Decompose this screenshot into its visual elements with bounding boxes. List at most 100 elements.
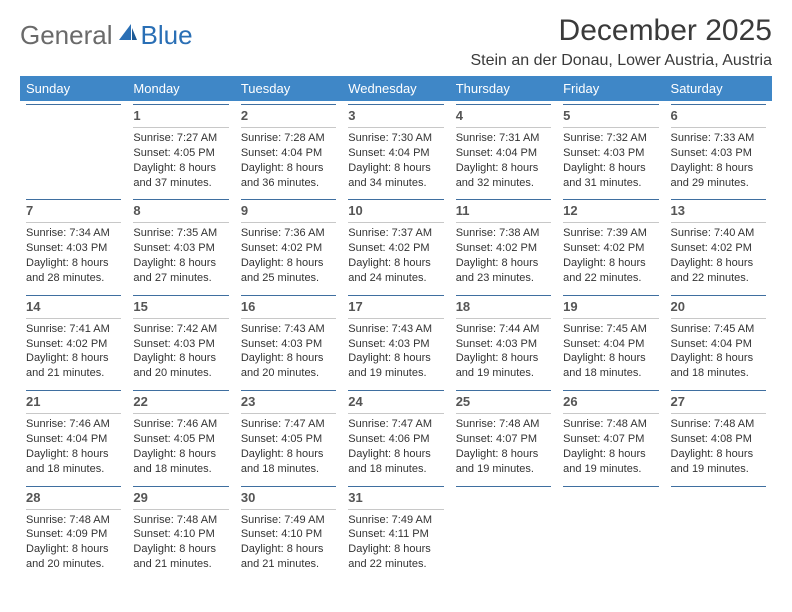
day-detail: Sunrise: 7:43 AMSunset: 4:03 PMDaylight:… (348, 322, 443, 381)
day-detail: Sunrise: 7:31 AMSunset: 4:04 PMDaylight:… (456, 131, 551, 190)
day-number: 5 (563, 108, 570, 123)
day-number: 15 (133, 299, 147, 314)
day-number: 4 (456, 108, 463, 123)
calendar-week-row: 28 Sunrise: 7:48 AMSunset: 4:09 PMDayligh… (20, 483, 772, 578)
day-number: 6 (671, 108, 678, 123)
calendar-table: SundayMondayTuesdayWednesdayThursdayFrid… (20, 76, 772, 578)
day-number: 19 (563, 299, 577, 314)
calendar-cell: 17 Sunrise: 7:43 AMSunset: 4:03 PMDayligh… (342, 292, 449, 387)
calendar-cell: 26 Sunrise: 7:48 AMSunset: 4:07 PMDayligh… (557, 387, 664, 482)
day-number: 29 (133, 490, 147, 505)
day-detail: Sunrise: 7:49 AMSunset: 4:10 PMDaylight:… (241, 513, 336, 572)
day-number: 18 (456, 299, 470, 314)
weekday-header: Saturday (665, 76, 772, 101)
logo: General Blue (20, 20, 193, 51)
day-detail: Sunrise: 7:35 AMSunset: 4:03 PMDaylight:… (133, 226, 228, 285)
day-number: 12 (563, 203, 577, 218)
day-detail: Sunrise: 7:36 AMSunset: 4:02 PMDaylight:… (241, 226, 336, 285)
day-number: 25 (456, 394, 470, 409)
calendar-cell: 7 Sunrise: 7:34 AMSunset: 4:03 PMDaylight… (20, 196, 127, 291)
calendar-cell: 3 Sunrise: 7:30 AMSunset: 4:04 PMDaylight… (342, 101, 449, 196)
calendar-body: 1 Sunrise: 7:27 AMSunset: 4:05 PMDaylight… (20, 101, 772, 578)
day-number: 1 (133, 108, 140, 123)
day-detail: Sunrise: 7:45 AMSunset: 4:04 PMDaylight:… (563, 322, 658, 381)
day-number: 26 (563, 394, 577, 409)
calendar-week-row: 21 Sunrise: 7:46 AMSunset: 4:04 PMDayligh… (20, 387, 772, 482)
calendar-cell: 11 Sunrise: 7:38 AMSunset: 4:02 PMDayligh… (450, 196, 557, 291)
calendar-cell: 29 Sunrise: 7:48 AMSunset: 4:10 PMDayligh… (127, 483, 234, 578)
day-detail: Sunrise: 7:47 AMSunset: 4:05 PMDaylight:… (241, 417, 336, 476)
logo-sail-icon (117, 22, 139, 49)
day-detail: Sunrise: 7:46 AMSunset: 4:05 PMDaylight:… (133, 417, 228, 476)
calendar-cell: 28 Sunrise: 7:48 AMSunset: 4:09 PMDayligh… (20, 483, 127, 578)
day-number: 30 (241, 490, 255, 505)
day-number: 14 (26, 299, 40, 314)
calendar-cell: 1 Sunrise: 7:27 AMSunset: 4:05 PMDaylight… (127, 101, 234, 196)
calendar-cell: 12 Sunrise: 7:39 AMSunset: 4:02 PMDayligh… (557, 196, 664, 291)
day-number: 21 (26, 394, 40, 409)
calendar-cell: 30 Sunrise: 7:49 AMSunset: 4:10 PMDayligh… (235, 483, 342, 578)
day-detail: Sunrise: 7:40 AMSunset: 4:02 PMDaylight:… (671, 226, 766, 285)
calendar-cell: 27Sunrise: 7:48 AMSunset: 4:08 PMDayligh… (665, 387, 772, 482)
day-detail: Sunrise: 7:47 AMSunset: 4:06 PMDaylight:… (348, 417, 443, 476)
calendar-cell: 10 Sunrise: 7:37 AMSunset: 4:02 PMDayligh… (342, 196, 449, 291)
day-detail: Sunrise: 7:43 AMSunset: 4:03 PMDaylight:… (241, 322, 336, 381)
day-number: 10 (348, 203, 362, 218)
calendar-cell: 22 Sunrise: 7:46 AMSunset: 4:05 PMDayligh… (127, 387, 234, 482)
day-detail: Sunrise: 7:30 AMSunset: 4:04 PMDaylight:… (348, 131, 443, 190)
month-title: December 2025 (470, 14, 772, 48)
day-number: 8 (133, 203, 140, 218)
header: General Blue December 2025 Stein an der … (20, 14, 772, 70)
day-detail: Sunrise: 7:33 AMSunset: 4:03 PMDaylight:… (671, 131, 766, 190)
weekday-header: Friday (557, 76, 664, 101)
day-detail: Sunrise: 7:34 AMSunset: 4:03 PMDaylight:… (26, 226, 121, 285)
calendar-cell (450, 483, 557, 578)
calendar-cell (665, 483, 772, 578)
day-detail: Sunrise: 7:44 AMSunset: 4:03 PMDaylight:… (456, 322, 551, 381)
day-detail: Sunrise: 7:28 AMSunset: 4:04 PMDaylight:… (241, 131, 336, 190)
weekday-header: Monday (127, 76, 234, 101)
day-number: 31 (348, 490, 362, 505)
calendar-cell: 20Sunrise: 7:45 AMSunset: 4:04 PMDayligh… (665, 292, 772, 387)
day-detail: Sunrise: 7:37 AMSunset: 4:02 PMDaylight:… (348, 226, 443, 285)
day-detail: Sunrise: 7:48 AMSunset: 4:07 PMDaylight:… (563, 417, 658, 476)
day-detail: Sunrise: 7:48 AMSunset: 4:10 PMDaylight:… (133, 513, 228, 572)
calendar-cell: 2Sunrise: 7:28 AMSunset: 4:04 PMDaylight… (235, 101, 342, 196)
day-detail: Sunrise: 7:46 AMSunset: 4:04 PMDaylight:… (26, 417, 121, 476)
calendar-cell: 14 Sunrise: 7:41 AMSunset: 4:02 PMDayligh… (20, 292, 127, 387)
day-number: 27 (671, 394, 685, 409)
calendar-cell: 24Sunrise: 7:47 AMSunset: 4:06 PMDayligh… (342, 387, 449, 482)
weekday-header: Sunday (20, 76, 127, 101)
day-number: 3 (348, 108, 355, 123)
day-detail: Sunrise: 7:38 AMSunset: 4:02 PMDaylight:… (456, 226, 551, 285)
calendar-cell: 6 Sunrise: 7:33 AMSunset: 4:03 PMDaylight… (665, 101, 772, 196)
calendar-cell: 5Sunrise: 7:32 AMSunset: 4:03 PMDaylight… (557, 101, 664, 196)
calendar-cell: 4 Sunrise: 7:31 AMSunset: 4:04 PMDaylight… (450, 101, 557, 196)
day-number: 16 (241, 299, 255, 314)
day-number: 13 (671, 203, 685, 218)
day-detail: Sunrise: 7:42 AMSunset: 4:03 PMDaylight:… (133, 322, 228, 381)
day-detail: Sunrise: 7:39 AMSunset: 4:02 PMDaylight:… (563, 226, 658, 285)
day-number: 11 (456, 203, 470, 218)
day-number: 22 (133, 394, 147, 409)
day-number: 28 (26, 490, 40, 505)
day-detail: Sunrise: 7:41 AMSunset: 4:02 PMDaylight:… (26, 322, 121, 381)
calendar-cell: 13 Sunrise: 7:40 AMSunset: 4:02 PMDayligh… (665, 196, 772, 291)
calendar-cell: 31Sunrise: 7:49 AMSunset: 4:11 PMDayligh… (342, 483, 449, 578)
day-number: 17 (348, 299, 362, 314)
calendar-cell: 25Sunrise: 7:48 AMSunset: 4:07 PMDayligh… (450, 387, 557, 482)
weekday-header: Wednesday (342, 76, 449, 101)
calendar-week-row: 14 Sunrise: 7:41 AMSunset: 4:02 PMDayligh… (20, 292, 772, 387)
day-number: 20 (671, 299, 685, 314)
logo-text-general: General (20, 20, 113, 51)
title-block: December 2025 Stein an der Donau, Lower … (470, 14, 772, 70)
location: Stein an der Donau, Lower Austria, Austr… (470, 52, 772, 70)
calendar-cell (20, 101, 127, 196)
weekday-header-row: SundayMondayTuesdayWednesdayThursdayFrid… (20, 76, 772, 101)
calendar-cell: 16 Sunrise: 7:43 AMSunset: 4:03 PMDayligh… (235, 292, 342, 387)
calendar-cell: 23Sunrise: 7:47 AMSunset: 4:05 PMDayligh… (235, 387, 342, 482)
day-detail: Sunrise: 7:27 AMSunset: 4:05 PMDaylight:… (133, 131, 228, 190)
day-number: 7 (26, 203, 33, 218)
day-detail: Sunrise: 7:48 AMSunset: 4:09 PMDaylight:… (26, 513, 121, 572)
calendar-cell: 19 Sunrise: 7:45 AMSunset: 4:04 PMDayligh… (557, 292, 664, 387)
